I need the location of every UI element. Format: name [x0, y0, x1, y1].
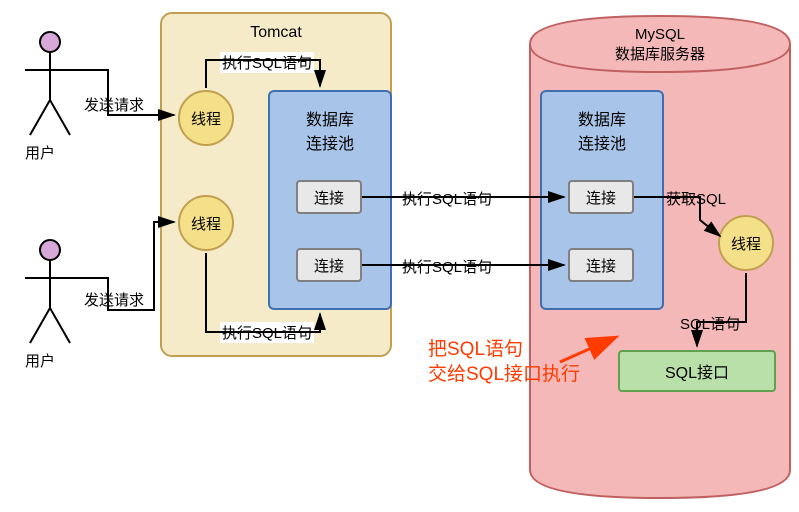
user-label-2: 用户: [25, 350, 55, 371]
sql-interface-label: SQL接口: [665, 359, 729, 383]
mysql-conn-label-1: 连接: [586, 187, 616, 208]
tomcat-pool-title1: 数据库: [306, 106, 354, 130]
arrows-layer: [0, 0, 799, 512]
mysql-thread: 线程: [718, 215, 774, 271]
exec-sql-label-1: 执行SQL语句: [220, 52, 314, 73]
user-figure-1: [20, 30, 80, 145]
mysql-pool-title2: 连接池: [578, 130, 626, 154]
mysql-conn-label-2: 连接: [586, 255, 616, 276]
exec-sql-label-4: 执行SQL语句: [402, 256, 492, 277]
tomcat-conn-1: 连接: [296, 180, 362, 214]
mysql-title: MySQL 数据库服务器: [595, 26, 725, 64]
thread-label-2: 线程: [191, 213, 221, 234]
tomcat-conn-label-2: 连接: [314, 255, 344, 276]
mysql-title1: MySQL: [595, 26, 725, 43]
thread-label-1: 线程: [191, 108, 221, 129]
tomcat-title: Tomcat: [162, 24, 390, 42]
thread-circle-2: 线程: [178, 195, 234, 251]
exec-sql-label-2: 执行SQL语句: [220, 322, 314, 343]
mysql-title2: 数据库服务器: [595, 43, 725, 64]
send-request-label-2: 发送请求: [84, 289, 144, 310]
mysql-conn-1: 连接: [568, 180, 634, 214]
user-figure-2: [20, 238, 80, 353]
user-label-1: 用户: [25, 142, 55, 163]
mysql-conn-2: 连接: [568, 248, 634, 282]
mysql-cylinder: [0, 0, 799, 512]
sql-interface: SQL接口: [618, 350, 776, 392]
send-request-label-1: 发送请求: [84, 94, 144, 115]
tomcat-conn-2: 连接: [296, 248, 362, 282]
exec-sql-label-3: 执行SQL语句: [402, 188, 492, 209]
mysql-thread-label: 线程: [731, 233, 761, 254]
annotation-line2: 交给SQL接口执行: [428, 363, 580, 388]
mysql-pool-title1: 数据库: [578, 106, 626, 130]
annotation-text: 把SQL语句 交给SQL接口执行: [428, 338, 580, 387]
annotation-line1: 把SQL语句: [428, 338, 580, 363]
get-sql-label: 获取SQL: [666, 188, 726, 209]
thread-circle-1: 线程: [178, 90, 234, 146]
tomcat-pool-title2: 连接池: [306, 130, 354, 154]
tomcat-conn-label-1: 连接: [314, 187, 344, 208]
sql-stmt-label: SQL语句: [680, 313, 740, 334]
